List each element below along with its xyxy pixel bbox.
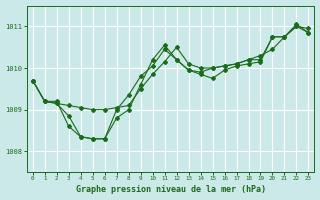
X-axis label: Graphe pression niveau de la mer (hPa): Graphe pression niveau de la mer (hPa) (76, 185, 266, 194)
